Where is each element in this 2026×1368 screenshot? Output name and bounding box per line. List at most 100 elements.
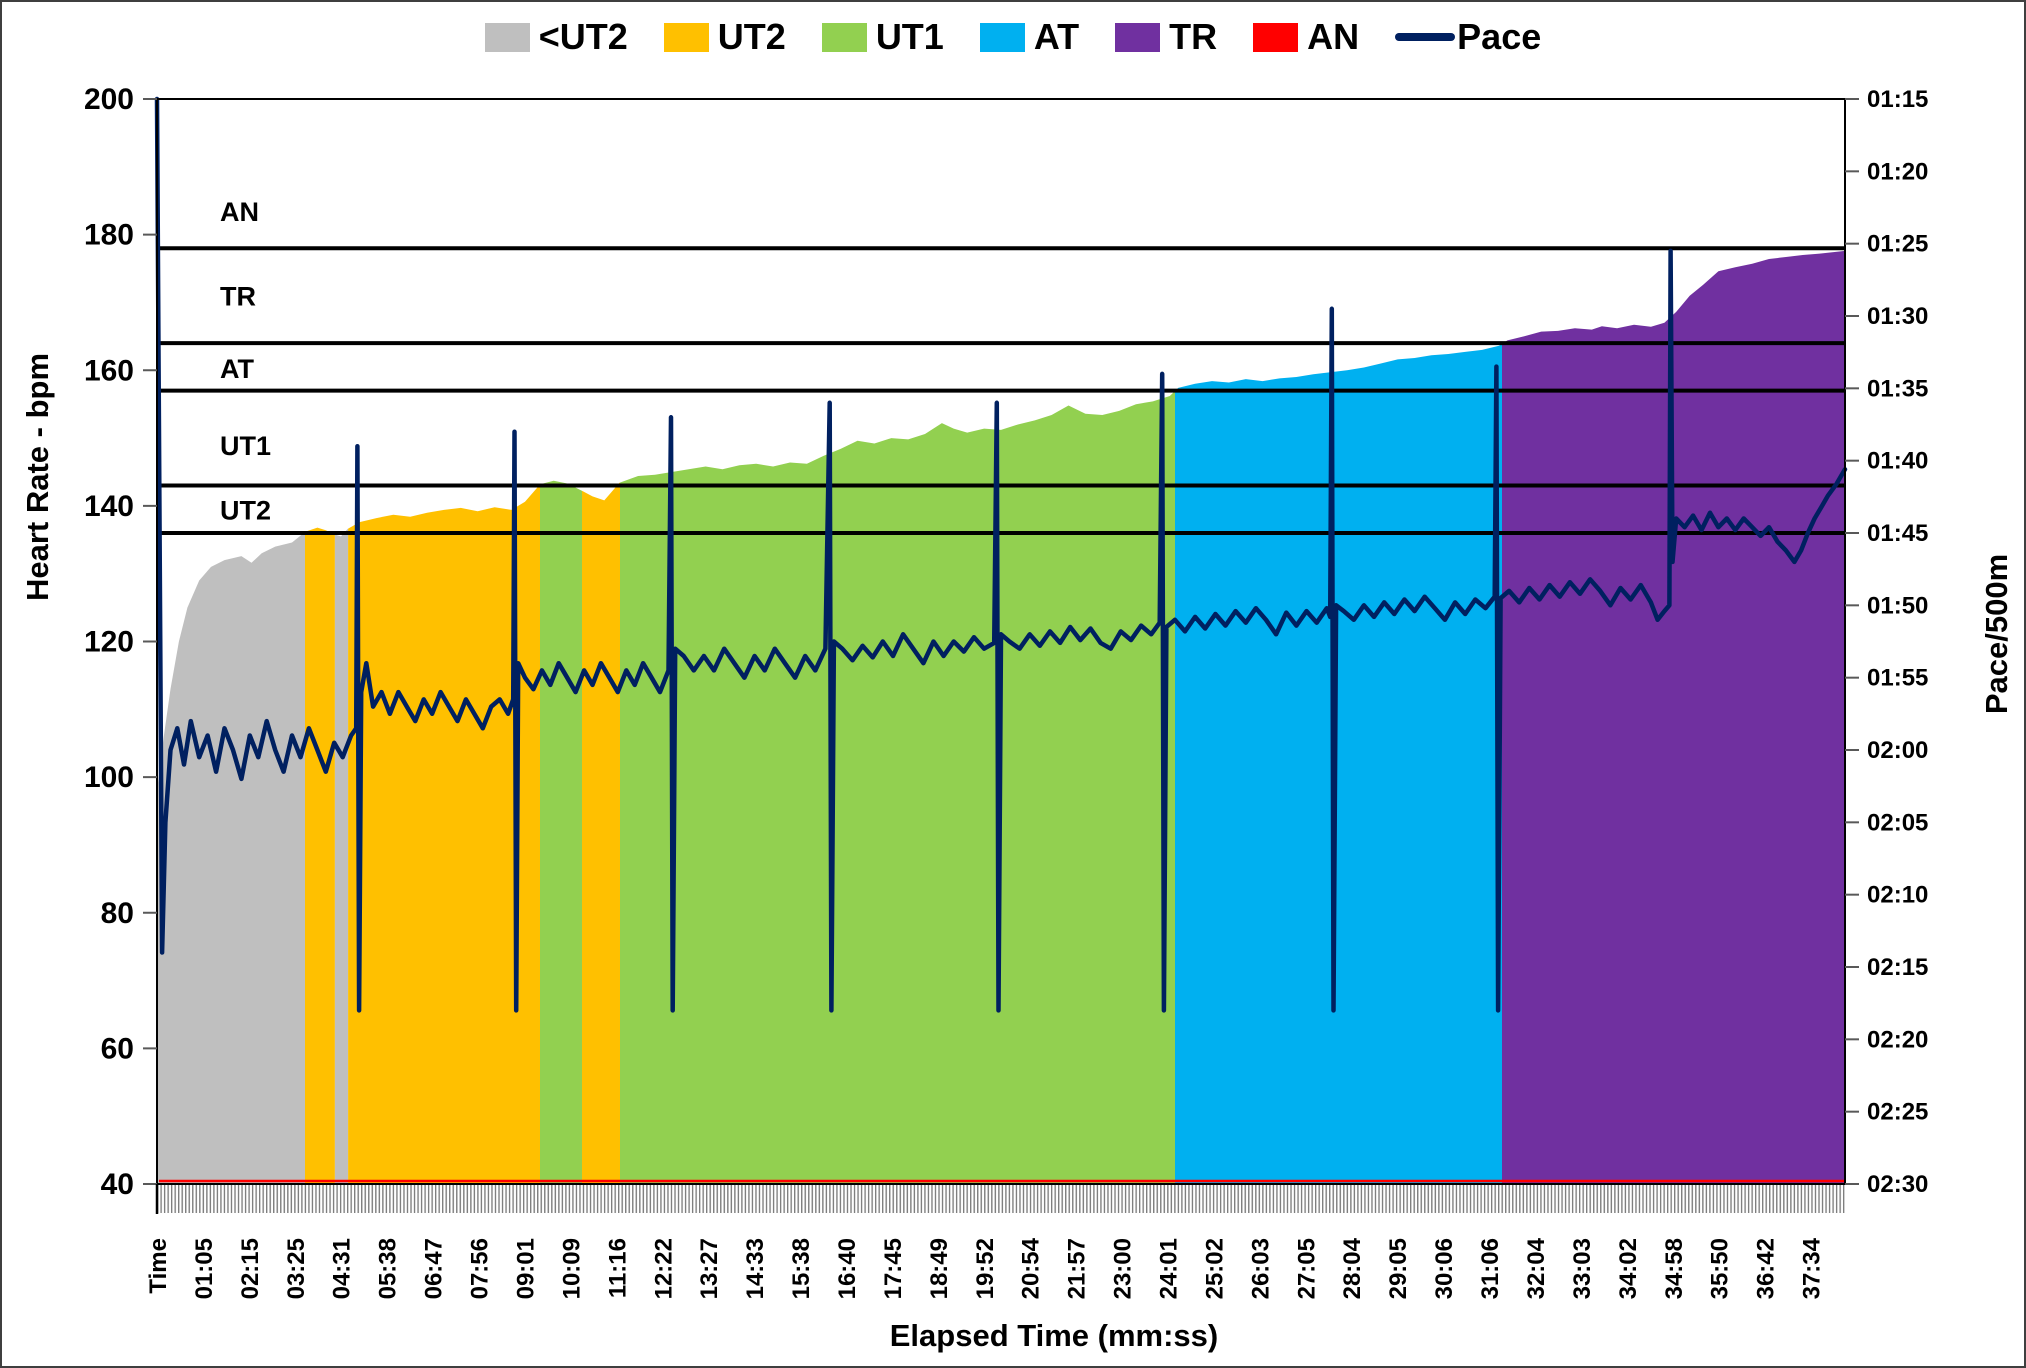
hr-zone-area-ltUT2 <box>157 250 305 1184</box>
right-tick-label: 02:30 <box>1867 1171 1928 1198</box>
x-tick-label: 09:01 <box>513 1238 540 1299</box>
x-tick-label: 06:47 <box>421 1238 448 1299</box>
zone-label-ut1: UT1 <box>220 431 271 461</box>
right-tick-label: 01:20 <box>1867 158 1928 185</box>
x-tick-label: 17:45 <box>880 1238 907 1299</box>
right-tick-label: 01:40 <box>1867 448 1928 475</box>
legend-item-at[interactable]: AT <box>979 16 1080 58</box>
right-tick-label: 01:25 <box>1867 231 1928 258</box>
x-tick-label: 21:57 <box>1064 1238 1091 1299</box>
legend-item-an[interactable]: AN <box>1253 16 1359 58</box>
zone-label-tr: TR <box>220 282 256 312</box>
left-tick-label: 40 <box>101 1168 134 1201</box>
right-tick-label: 01:15 <box>1867 86 1928 113</box>
x-tick-label: 20:54 <box>1018 1237 1045 1299</box>
legend-item-tr[interactable]: TR <box>1115 16 1217 58</box>
right-tick-label: 02:15 <box>1867 954 1928 981</box>
right-tick-label: 02:20 <box>1867 1026 1928 1053</box>
x-tick-label: 02:15 <box>237 1238 264 1299</box>
x-tick-label: 01:05 <box>191 1238 218 1299</box>
legend-item-ut2[interactable]: UT2 <box>663 16 786 58</box>
left-tick-label: 160 <box>84 354 134 387</box>
x-tick-label: 13:27 <box>696 1238 723 1299</box>
left-tick-label: 100 <box>84 761 134 794</box>
right-tick-label: 02:25 <box>1867 1099 1928 1126</box>
x-tick-label: 19:52 <box>972 1238 999 1299</box>
x-tick-label: 03:25 <box>283 1238 310 1299</box>
legend-label: AN <box>1307 16 1360 57</box>
x-tick-label: 15:38 <box>788 1238 815 1299</box>
right-tick-label: 02:05 <box>1867 809 1928 836</box>
right-tick-label: 01:30 <box>1867 303 1928 330</box>
x-tick-label: 29:05 <box>1385 1238 1412 1299</box>
legend-item-ut1[interactable]: UT1 <box>821 16 944 58</box>
x-tick-label: 05:38 <box>375 1238 402 1299</box>
hr-zone-area-UT2 <box>348 250 540 1184</box>
pace-line-swatch-icon <box>1395 33 1456 41</box>
hr-zone-area-UT2 <box>582 250 620 1184</box>
x-tick-label: 34:02 <box>1615 1238 1642 1299</box>
legend: <UT2 UT2 UT1 AT TR AN Pace <box>2 16 2024 58</box>
x-tick-label: 35:50 <box>1707 1238 1734 1299</box>
x-tick-label: 12:22 <box>650 1238 677 1299</box>
left-tick-label: 120 <box>84 626 134 659</box>
legend-label: Pace <box>1457 16 1542 57</box>
hr-zone-area-UT1 <box>540 250 582 1184</box>
x-tick-label: 30:06 <box>1431 1238 1458 1299</box>
x-tick-label: 36:42 <box>1753 1238 1780 1299</box>
x-tick-label: Time <box>145 1238 172 1294</box>
legend-label: <UT2 <box>538 16 628 57</box>
hr-zone-area-ltUT2 <box>334 250 349 1184</box>
hr-zone-area-AT <box>1175 250 1502 1184</box>
x-tick-label: 37:34 <box>1799 1237 1826 1299</box>
left-tick-label: 140 <box>84 490 134 523</box>
x-tick-label: 23:00 <box>1110 1238 1137 1299</box>
left-tick-label: 80 <box>101 897 134 930</box>
zone-label-an: AN <box>220 197 259 227</box>
x-minor-tick-band <box>157 1185 1845 1213</box>
x-tick-label: 10:09 <box>558 1238 585 1299</box>
zone-swatch-icon <box>1115 22 1161 52</box>
x-tick-label: 07:56 <box>467 1238 494 1299</box>
x-tick-label: 26:03 <box>1247 1238 1274 1299</box>
right-tick-label: 02:00 <box>1867 737 1928 764</box>
right-tick-label: 01:55 <box>1867 665 1928 692</box>
x-tick-label: 33:03 <box>1569 1238 1596 1299</box>
pace-line <box>154 96 1848 1013</box>
zone-swatch-icon <box>979 22 1025 52</box>
right-tick-label: 01:35 <box>1867 375 1928 402</box>
left-tick-label: 200 <box>84 83 134 116</box>
legend-item-pace[interactable]: Pace <box>1395 16 1541 58</box>
legend-label: UT2 <box>717 16 786 57</box>
x-tick-label: 28:04 <box>1339 1237 1366 1299</box>
hr-zone-area-UT2 <box>305 250 335 1184</box>
left-tick-label: 60 <box>101 1032 134 1065</box>
x-tick-label: 32:04 <box>1523 1237 1550 1299</box>
hr-zone-area-TR <box>1502 250 1845 1184</box>
x-tick-label: 34:58 <box>1661 1238 1688 1299</box>
zone-swatch-icon <box>663 22 709 52</box>
x-tick-label: 25:02 <box>1201 1238 1228 1299</box>
bottom-axis-title: Elapsed Time (mm:ss) <box>889 1318 1219 1353</box>
x-tick-label: 24:01 <box>1156 1238 1183 1299</box>
zone-swatch-icon <box>821 22 867 52</box>
x-tick-label: 11:16 <box>604 1238 631 1298</box>
zone-label-ut2: UT2 <box>220 495 271 525</box>
x-tick-label: 18:49 <box>926 1238 953 1299</box>
legend-label: AT <box>1033 16 1080 57</box>
zone-swatch-icon <box>484 22 530 52</box>
x-tick-label: 31:06 <box>1477 1238 1504 1299</box>
right-tick-label: 02:10 <box>1867 882 1928 909</box>
x-tick-label: 04:31 <box>329 1238 356 1299</box>
right-tick-label: 01:50 <box>1867 592 1928 619</box>
legend-label: TR <box>1169 16 1218 57</box>
zone-label-at: AT <box>220 354 254 384</box>
legend-label: UT1 <box>875 16 944 57</box>
right-tick-label: 01:45 <box>1867 520 1928 547</box>
zone-swatch-icon <box>1253 22 1299 52</box>
x-tick-label: 16:40 <box>834 1238 861 1299</box>
legend-item-ut2[interactable]: <UT2 <box>484 16 628 58</box>
x-tick-label: 14:33 <box>742 1238 769 1299</box>
